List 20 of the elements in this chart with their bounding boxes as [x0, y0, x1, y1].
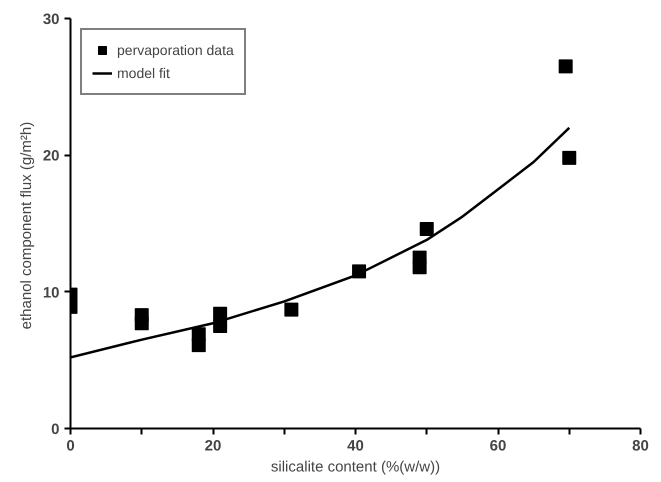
- point: [412, 260, 427, 274]
- point: [420, 222, 434, 236]
- y-tick-label: 0: [51, 421, 60, 438]
- point: [192, 338, 206, 352]
- point: [562, 150, 576, 165]
- x-tick-label: 40: [347, 438, 364, 454]
- y-tick-label: 20: [42, 148, 60, 165]
- point: [558, 59, 573, 74]
- x-tick-label: 80: [632, 438, 649, 454]
- y-tick-label: 30: [42, 11, 60, 28]
- legend-label: pervaporation data: [117, 42, 234, 58]
- y-axis-title: ethanol component flux (g/m²h): [18, 122, 35, 330]
- y-tick-label: 10: [42, 284, 60, 302]
- x-axis-title: silicalite content (%(w/w)): [270, 458, 440, 476]
- x-tick-label: 20: [204, 438, 222, 454]
- x-tick-label: 60: [490, 438, 506, 454]
- point: [134, 316, 149, 330]
- point: [284, 302, 298, 317]
- x-tick-label: 0: [66, 438, 75, 454]
- legend-label: model fit: [117, 65, 170, 81]
